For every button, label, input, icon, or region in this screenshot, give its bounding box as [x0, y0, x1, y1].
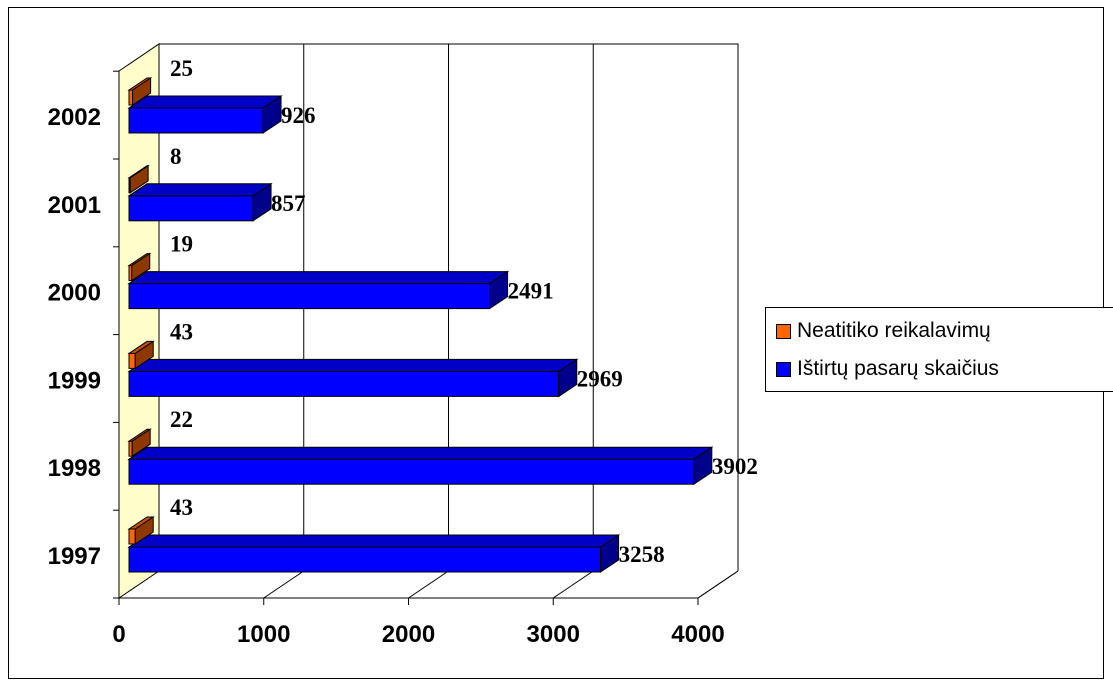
bar-istirtu-1997-top: [127, 534, 621, 548]
axes: [113, 70, 699, 605]
y-tick-label: 1999: [48, 367, 101, 394]
bar-istirtu-1999-top: [127, 358, 579, 372]
data-label-neatitiko: 43: [170, 495, 193, 520]
gridlines: [263, 44, 739, 599]
bar-neatitiko-1999-side: [134, 340, 154, 370]
legend-item-istirtu: Ištirtų pasarų skaičius: [776, 354, 999, 384]
legend-label: Neatitiko reikalavimų: [797, 319, 991, 342]
bar-neatitiko-1998-side: [131, 428, 151, 458]
bar-neatitiko-1999: [127, 340, 155, 370]
x-tick-label: 1000: [237, 621, 290, 648]
bar-istirtu-2002-front: [128, 107, 264, 134]
bar-neatitiko-2000: [127, 252, 152, 282]
bar-istirtu-2001-front: [128, 195, 254, 222]
legend-swatch-orange: [776, 323, 791, 339]
tick-labels: 0 1000 2000 3000 4000 1997 1998 1999 2000 2001 200…: [48, 104, 725, 648]
data-label-neatitiko: 8: [170, 144, 182, 169]
bar-istirtu-1999: [127, 358, 579, 398]
bar-istirtu-1997: [127, 534, 621, 573]
floor-gridline: [263, 570, 305, 599]
bar-neatitiko-2000-side: [131, 252, 151, 282]
bar-istirtu-2000-top: [127, 271, 510, 285]
bar-istirtu-1998-side: [693, 446, 713, 486]
bar-istirtu-1998-top: [127, 446, 714, 460]
bar-neatitiko-1997-front: [128, 528, 136, 545]
y-tick-label: 2002: [48, 104, 101, 131]
floor-gridline: [697, 570, 739, 599]
data-label-neatitiko: 25: [170, 56, 193, 81]
bar-istirtu-1999-front: [128, 370, 560, 397]
bar-neatitiko-2001: [127, 164, 150, 194]
legend: Neatitiko reikalavimų Ištirtų pasarų ska…: [765, 307, 1113, 392]
bar-istirtu-1999-side: [558, 358, 578, 398]
data-labels: 3258 43 3902 22 2969 43 2491 19 857 8 926 25: [170, 56, 758, 567]
back-wall-outline: [159, 43, 739, 571]
data-label-neatitiko: 19: [170, 232, 193, 257]
bar-istirtu-2001-side: [252, 182, 272, 222]
bar-istirtu-1997-side: [600, 534, 620, 573]
bar-istirtu-2002-top: [127, 95, 283, 109]
y-tick-label: 2000: [48, 280, 101, 307]
bar-neatitiko-1999-front: [128, 352, 136, 369]
data-label-istirtu: 2969: [577, 366, 623, 391]
data-label-neatitiko: 43: [170, 319, 193, 344]
bar-neatitiko-1997: [127, 516, 155, 545]
bar-neatitiko-2002: [127, 77, 153, 106]
legend-swatch-blue: [776, 361, 791, 377]
data-label-istirtu: 2491: [508, 279, 554, 304]
bar-istirtu-2000-front: [128, 283, 491, 310]
x-tick-label: 3000: [527, 621, 580, 648]
data-label-istirtu: 3902: [712, 454, 758, 479]
floor-gridline: [408, 570, 449, 599]
data-label-istirtu: 3258: [619, 542, 665, 567]
bar-istirtu-2000: [127, 270, 510, 310]
legend-label: Ištirtų pasarų skaičius: [797, 357, 999, 380]
bar-istirtu-2002-side: [262, 95, 282, 134]
y-tick-label: 2001: [48, 192, 101, 219]
data-label-istirtu: 926: [281, 103, 316, 128]
floor-gridline: [552, 570, 594, 599]
bar-neatitiko-1998: [127, 428, 152, 458]
bar-istirtu-1998: [127, 446, 714, 486]
y-tick-label: 1997: [48, 543, 101, 570]
bar-neatitiko-2002-side: [132, 77, 152, 106]
y-tick-label: 1998: [48, 455, 101, 482]
data-label-istirtu: 857: [271, 191, 306, 216]
bar-istirtu-2001-top: [127, 183, 273, 197]
x-tick-label: 0: [112, 621, 125, 648]
bar-istirtu-2001: [127, 182, 273, 222]
bar-istirtu-1998-front: [128, 458, 695, 485]
bar-neatitiko-2002-front: [128, 89, 134, 106]
data-label-neatitiko: 22: [170, 407, 193, 432]
legend-item-neatitiko: Neatitiko reikalavimų: [776, 316, 991, 346]
x-tick-label: 2000: [382, 621, 435, 648]
bar-istirtu-2000-side: [489, 270, 509, 310]
bar-neatitiko-2001-side: [129, 164, 149, 194]
bar-istirtu-2002: [127, 95, 283, 134]
bar-istirtu-1997-front: [128, 546, 602, 573]
bar-neatitiko-1997-side: [134, 516, 154, 545]
bars: [127, 77, 714, 573]
x-tick-label: 4000: [671, 621, 724, 648]
